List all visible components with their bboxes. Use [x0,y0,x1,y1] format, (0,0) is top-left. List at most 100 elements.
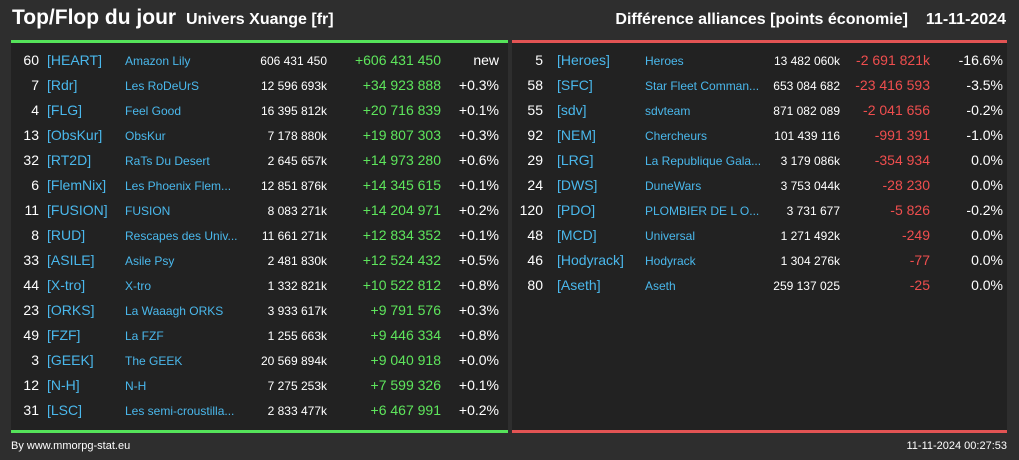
percent-text: +0.8% [458,327,499,343]
alliance-tag-link[interactable]: [N-H] [47,377,80,393]
alliance-name-link[interactable]: The GEEK [125,354,183,368]
alliance-name-link[interactable]: Les semi-croustilla... [125,404,235,418]
percent-text: +0.3% [458,127,499,143]
alliance-tag-link[interactable]: [MCD] [557,227,597,243]
top-row: 6 [FlemNix] Les Phoenix Flem... 12 851 876k… [11,173,508,198]
percent-text: +0.6% [458,152,499,168]
difference-text: +10 522 812 [362,277,441,293]
difference-text: +19 807 303 [362,127,441,143]
alliance-name-link[interactable]: Les RoDeUrS [125,79,200,93]
date-label: 11-11-2024 [925,11,1006,28]
alliance-name-link[interactable]: Asile Psy [125,254,175,268]
alliance-tag-link[interactable]: [HEART] [47,52,102,68]
alliance-name-link[interactable]: Star Fleet Comman... [645,79,760,93]
alliance-name-link[interactable]: Heroes [645,54,684,68]
alliance-tag-link[interactable]: [FZF] [47,327,81,343]
rank-text: 120 [519,202,543,218]
rank-text: 12 [23,377,39,393]
alliance-tag-link[interactable]: [X-tro] [47,277,86,293]
alliance-tag-link[interactable]: [Aseth] [557,277,601,293]
flop-row: 48 [MCD] Universal 1 271 492k -249 0.0% [512,223,1007,248]
rank-text: 32 [23,152,39,168]
percent-text: -0.2% [966,102,1003,118]
difference-text: +34 923 888 [362,77,441,93]
percent-text: -16.6% [958,52,1003,68]
points-text: 7 275 253k [267,379,327,393]
top-losers-panel: 5 [Heroes] Heroes 13 482 060k -2 691 821k -16… [512,40,1007,433]
difference-text: +14 204 971 [362,202,441,218]
rank-text: 31 [23,402,39,418]
alliance-name-link[interactable]: Universal [645,229,696,243]
alliance-name-link[interactable]: Chercheurs [645,129,708,143]
points-text: 7 178 880k [267,129,327,143]
top-row: 49 [FZF] La FZF 1 255 663k +9 446 334 +0.8% [11,323,508,348]
rank-text: 13 [23,127,39,143]
points-text: 13 482 060k [773,54,840,68]
percent-text: -3.5% [966,77,1003,93]
points-text: 653 084 682 [773,79,840,93]
alliance-tag-link[interactable]: [LSC] [47,402,83,418]
alliance-name-link[interactable]: FUSION [125,204,171,218]
alliance-tag-link[interactable]: [sdv] [557,102,587,118]
percent-text: -1.0% [966,127,1003,143]
alliance-name-link[interactable]: N-H [125,379,147,393]
points-text: 3 753 044k [780,179,840,193]
alliance-tag-link[interactable]: [Rdr] [47,77,78,93]
rank-text: 92 [527,127,543,143]
alliance-tag-link[interactable]: [ASILE] [47,252,95,268]
alliance-name-link[interactable]: Amazon Lily [125,54,191,68]
top-row: 32 [RT2D] RaTs Du Desert 2 645 657k +14 973 … [11,148,508,173]
alliance-name-link[interactable]: La FZF [125,329,164,343]
percent-text: -0.2% [966,202,1003,218]
top-row: 33 [ASILE] Asile Psy 2 481 830k +12 524 432 +… [11,248,508,273]
flop-row: 58 [SFC] Star Fleet Comman... 653 084 682 -2… [512,73,1007,98]
alliance-name-link[interactable]: RaTs Du Desert [125,154,210,168]
alliance-name-link[interactable]: ObsKur [125,129,166,143]
alliance-tag-link[interactable]: [RT2D] [47,152,92,168]
percent-text: +0.1% [458,227,499,243]
percent-text: 0.0% [971,277,1003,293]
alliance-name-link[interactable]: La Waaagh ORKS [125,304,224,318]
rank-text: 49 [23,327,39,343]
rank-text: 58 [527,77,543,93]
alliance-name-link[interactable]: X-tro [125,279,152,293]
difference-text: -354 934 [874,152,930,168]
flop-row: 80 [Aseth] Aseth 259 137 025 -25 0.0% [512,273,1007,298]
alliance-tag-link[interactable]: [FlemNix] [47,177,107,193]
alliance-name-link[interactable]: DuneWars [645,179,702,193]
rank-text: 55 [527,102,543,118]
alliance-tag-link[interactable]: [Heroes] [557,52,610,68]
alliance-tag-link[interactable]: [RUD] [47,227,86,243]
alliance-tag-link[interactable]: [LRG] [557,152,594,168]
alliance-tag-link[interactable]: [FLG] [47,102,83,118]
alliance-name-link[interactable]: Aseth [645,279,676,293]
difference-text: -2 691 821k [856,52,930,68]
alliance-tag-link[interactable]: [GEEK] [47,352,94,368]
alliance-name-link[interactable]: PLOMBIER DE L O... [645,204,760,218]
percent-text: +0.0% [458,352,499,368]
alliance-tag-link[interactable]: [DWS] [557,177,598,193]
alliance-name-link[interactable]: La Republique Gala... [645,154,762,168]
percent-text: 0.0% [971,177,1003,193]
alliance-tag-link[interactable]: [PDO] [557,202,596,218]
page-title: Top/Flop du jour [12,6,177,29]
credit-text: By www.mmorpg-stat.eu [11,440,131,452]
alliance-tag-link[interactable]: [NEM] [557,127,596,143]
alliance-name-link[interactable]: sdvteam [645,104,691,118]
rank-text: 7 [31,77,39,93]
timestamp-text: 11-11-2024 00:27:53 [906,440,1007,452]
alliance-tag-link[interactable]: [ObsKur] [47,127,103,143]
points-text: 3 731 677 [786,204,840,218]
rank-text: 6 [31,177,39,193]
percent-text: 0.0% [971,227,1003,243]
alliance-tag-link[interactable]: [SFC] [557,77,593,93]
alliance-name-link[interactable]: Feel Good [125,104,182,118]
alliance-name-link[interactable]: Hodyrack [645,254,696,268]
alliance-tag-link[interactable]: [FUSION] [47,202,108,218]
alliance-name-link[interactable]: Rescapes des Univ... [125,229,238,243]
alliance-tag-link[interactable]: [ORKS] [47,302,95,318]
alliance-tag-link[interactable]: [Hodyrack] [557,252,624,268]
alliance-name-link[interactable]: Les Phoenix Flem... [125,179,232,193]
top-row: 4 [FLG] Feel Good 16 395 812k +20 716 839 +0.… [11,98,508,123]
